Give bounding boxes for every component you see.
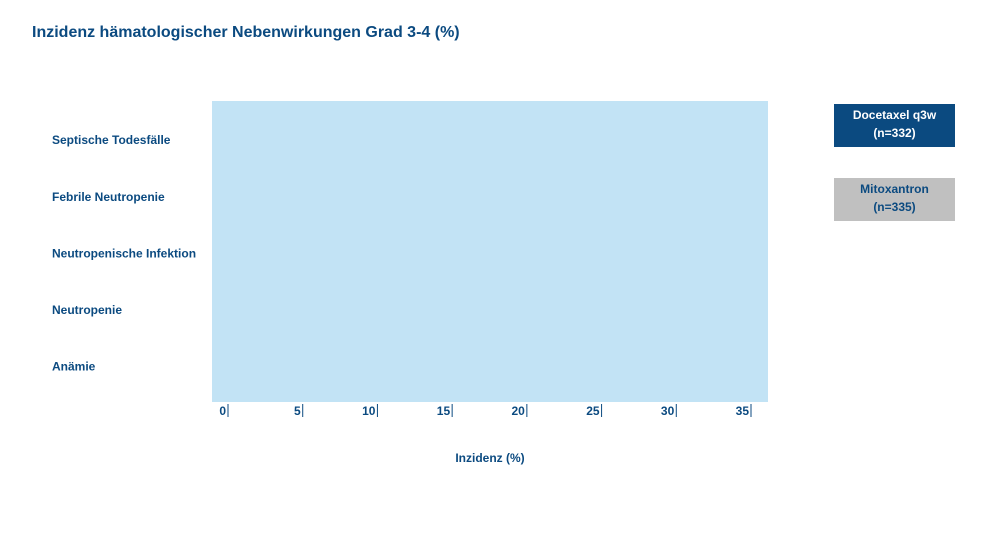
x-tick-label: 15	[437, 404, 451, 418]
chart-title: Inzidenz hämatologischer Nebenwirkungen …	[32, 24, 460, 41]
x-tick-label: 10	[362, 404, 376, 418]
legend-label: Docetaxel q3w	[853, 108, 937, 122]
category-label: Septische Todesfälle	[52, 133, 171, 147]
plot-area	[212, 101, 768, 402]
category-label: Anämie	[52, 360, 96, 374]
x-tick-label: 5	[294, 404, 301, 418]
x-tick-label: 30	[661, 404, 675, 418]
legend-swatch	[834, 178, 955, 221]
legend-sublabel: (n=332)	[873, 126, 915, 140]
category-label: Febrile Neutropenie	[52, 190, 165, 204]
category-label: Neutropenische Infektion	[52, 246, 196, 260]
legend-swatch	[834, 104, 955, 147]
x-tick-label: 35	[736, 404, 750, 418]
legend-label: Mitoxantron	[860, 182, 929, 196]
x-tick-label: 25	[586, 404, 600, 418]
x-tick-label: 0	[219, 404, 226, 418]
legend-sublabel: (n=335)	[873, 200, 915, 214]
x-tick-label: 20	[511, 404, 525, 418]
x-axis-label: Inzidenz (%)	[455, 451, 524, 465]
category-label: Neutropenie	[52, 303, 122, 317]
